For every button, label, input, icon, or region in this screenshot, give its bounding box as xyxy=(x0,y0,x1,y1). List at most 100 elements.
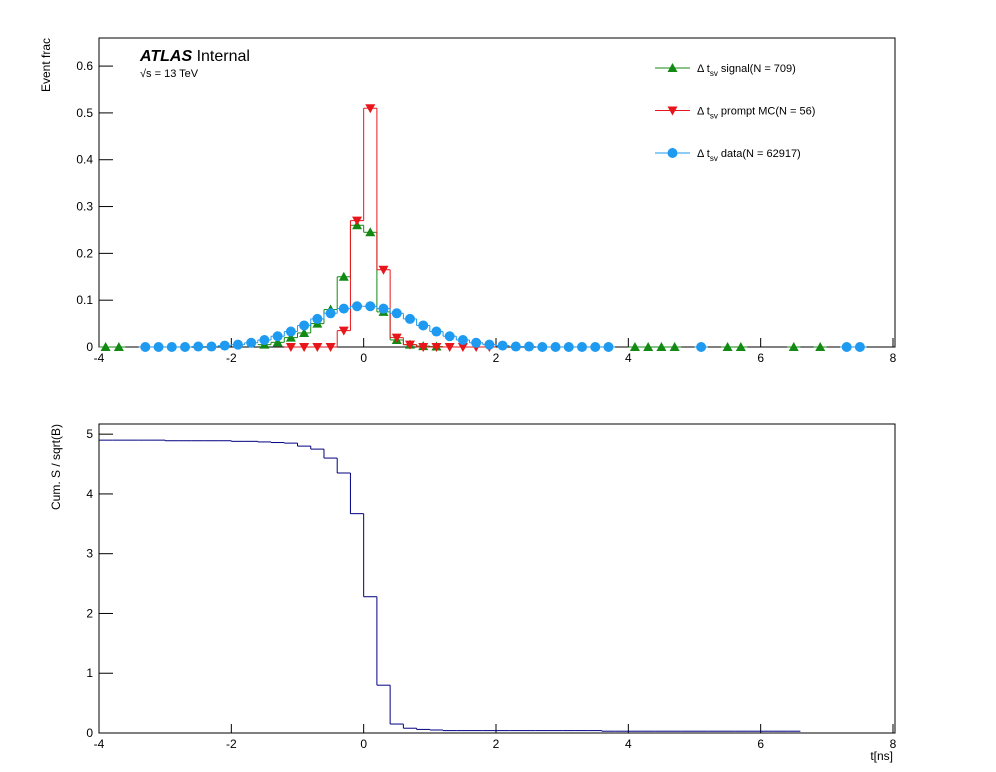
marker xyxy=(815,342,826,351)
legend-label: Δ tsv signal(N = 709) xyxy=(697,63,796,78)
y-axis-label: Cum. S / sqrt(B) xyxy=(49,424,63,510)
marker xyxy=(457,343,468,352)
marker xyxy=(206,341,217,352)
y-tick-label: 0.1 xyxy=(76,293,93,307)
marker xyxy=(338,271,349,281)
legend-text: sv xyxy=(710,112,718,121)
marker xyxy=(312,343,323,352)
legend-label: Δ tsv data(N = 62917) xyxy=(697,148,801,163)
marker xyxy=(563,342,574,352)
y-tick-label: 0.4 xyxy=(76,153,93,167)
marker xyxy=(457,334,468,345)
x-tick-label: 0 xyxy=(360,351,367,365)
x-tick-label: 6 xyxy=(757,737,764,751)
marker xyxy=(365,301,376,312)
marker xyxy=(391,308,402,319)
x-axis-label: t[ns] xyxy=(870,749,893,763)
energy-label: √s = 13 TeV xyxy=(140,68,199,80)
marker xyxy=(431,343,442,352)
marker xyxy=(338,326,349,336)
marker xyxy=(100,342,111,351)
marker xyxy=(418,343,429,352)
marker xyxy=(378,265,389,275)
marker xyxy=(166,342,177,352)
marker xyxy=(153,342,164,352)
legend-text: sv xyxy=(710,69,718,78)
y-tick-label: 0.2 xyxy=(76,246,93,260)
x-tick-label: -2 xyxy=(226,737,237,751)
marker xyxy=(325,308,336,319)
legend-text: prompt MC(N = 56) xyxy=(718,106,816,118)
marker xyxy=(471,337,482,348)
legend-text: data(N = 62917) xyxy=(718,148,801,160)
marker xyxy=(484,339,495,350)
legend-text: Δ t xyxy=(697,106,710,118)
marker xyxy=(378,303,389,314)
legend-marker xyxy=(667,106,678,116)
x-tick-label: 4 xyxy=(625,351,632,365)
atlas: ATLAS xyxy=(139,48,192,65)
marker xyxy=(656,342,667,351)
marker xyxy=(325,343,336,352)
y-tick-label: 5 xyxy=(86,427,93,441)
marker xyxy=(444,331,455,342)
y-tick-label: 3 xyxy=(86,547,93,561)
marker xyxy=(629,342,640,351)
y-tick-label: 0 xyxy=(86,726,93,740)
marker xyxy=(285,332,296,342)
marker xyxy=(854,342,865,352)
marker xyxy=(285,343,296,352)
x-tick-label: 0 xyxy=(360,737,367,751)
marker xyxy=(246,337,257,348)
y-axis-label: Event frac xyxy=(39,38,53,92)
marker xyxy=(365,227,376,237)
marker xyxy=(603,342,614,352)
marker xyxy=(418,320,429,331)
marker xyxy=(180,342,191,352)
legend-marker xyxy=(667,63,678,72)
marker xyxy=(537,342,548,352)
marker xyxy=(524,341,535,352)
marker xyxy=(285,326,296,337)
marker xyxy=(219,340,230,351)
marker xyxy=(735,342,746,351)
y-tick-label: 1 xyxy=(86,666,93,680)
marker xyxy=(643,342,654,351)
marker xyxy=(259,334,270,345)
marker xyxy=(365,104,376,114)
marker xyxy=(352,301,363,312)
legend-label: Δ tsv prompt MC(N = 56) xyxy=(697,106,815,121)
marker xyxy=(444,343,455,352)
y-tick-label: 0 xyxy=(86,340,93,354)
x-tick-label: -4 xyxy=(94,351,105,365)
top-frame xyxy=(98,37,896,348)
x-tick-label: -4 xyxy=(94,737,105,751)
marker xyxy=(577,342,588,352)
marker xyxy=(272,331,283,342)
internal: Internal xyxy=(192,48,250,65)
marker xyxy=(299,343,310,352)
y-tick-label: 0.6 xyxy=(76,59,93,73)
marker xyxy=(391,333,402,343)
x-tick-label: 8 xyxy=(890,737,897,751)
marker xyxy=(352,216,363,226)
marker xyxy=(232,339,243,350)
x-tick-label: 4 xyxy=(625,737,632,751)
marker xyxy=(722,342,733,351)
legend-text: sv xyxy=(710,154,718,163)
legend-text: Δ t xyxy=(697,148,710,160)
marker xyxy=(299,320,310,331)
legend-marker xyxy=(667,148,678,158)
x-tick-label: 6 xyxy=(757,351,764,365)
marker xyxy=(497,340,508,351)
marker xyxy=(404,340,415,350)
x-tick-label: 2 xyxy=(493,351,500,365)
legend-text: signal(N = 709) xyxy=(718,63,796,75)
marker xyxy=(669,342,680,351)
marker xyxy=(312,313,323,324)
marker xyxy=(788,342,799,351)
marker xyxy=(696,342,707,352)
atlas-label: ATLAS Internal xyxy=(139,48,250,65)
